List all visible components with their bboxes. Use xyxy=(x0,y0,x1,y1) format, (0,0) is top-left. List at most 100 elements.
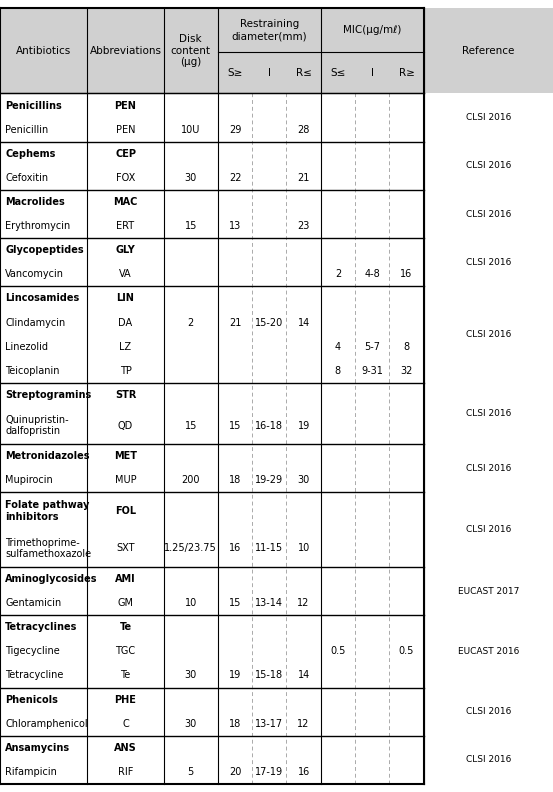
Text: Cefoxitin: Cefoxitin xyxy=(5,173,48,183)
Text: Gentamicin: Gentamicin xyxy=(5,598,61,608)
Text: CLSI 2016: CLSI 2016 xyxy=(466,756,511,764)
Bar xyxy=(0,117,553,142)
Text: Penicillin: Penicillin xyxy=(5,124,48,135)
Text: 18: 18 xyxy=(229,475,241,485)
Text: Penicillins: Penicillins xyxy=(5,101,62,111)
Text: 19: 19 xyxy=(229,671,241,680)
Text: Aminoglycosides: Aminoglycosides xyxy=(5,574,97,584)
Text: Disk
content
(μg): Disk content (μg) xyxy=(171,34,211,67)
Text: 10U: 10U xyxy=(181,124,201,135)
Bar xyxy=(0,567,553,591)
Text: CLSI 2016: CLSI 2016 xyxy=(466,525,511,535)
Bar xyxy=(0,310,553,335)
Text: Te: Te xyxy=(121,671,131,680)
Bar xyxy=(0,238,553,262)
Text: 18: 18 xyxy=(229,718,241,729)
Text: Clindamycin: Clindamycin xyxy=(5,318,65,328)
Text: 14: 14 xyxy=(298,671,310,680)
Text: Tetracycline: Tetracycline xyxy=(5,671,64,680)
Text: CLSI 2016: CLSI 2016 xyxy=(466,464,511,473)
Text: Macrolides: Macrolides xyxy=(5,197,65,207)
Text: PEN: PEN xyxy=(116,124,135,135)
Text: 30: 30 xyxy=(185,718,197,729)
Bar xyxy=(0,214,553,238)
Text: 11-15: 11-15 xyxy=(255,543,283,554)
Text: 8: 8 xyxy=(335,366,341,375)
Bar xyxy=(0,8,553,93)
Bar xyxy=(0,287,553,310)
Text: I: I xyxy=(268,68,271,78)
Bar xyxy=(0,639,553,664)
Bar xyxy=(0,615,553,639)
Text: 23: 23 xyxy=(298,221,310,231)
Bar xyxy=(0,687,553,712)
Text: R≥: R≥ xyxy=(399,68,414,78)
Text: Reference: Reference xyxy=(462,46,514,55)
Text: 21: 21 xyxy=(229,318,241,328)
Text: Teicoplanin: Teicoplanin xyxy=(5,366,60,375)
Text: PEN: PEN xyxy=(114,101,137,111)
Text: CLSI 2016: CLSI 2016 xyxy=(466,330,511,339)
Text: 28: 28 xyxy=(298,124,310,135)
Text: CLSI 2016: CLSI 2016 xyxy=(466,707,511,716)
Text: 16-18: 16-18 xyxy=(255,421,283,431)
Text: LZ: LZ xyxy=(119,341,132,352)
Bar xyxy=(0,335,553,359)
Text: 13: 13 xyxy=(229,221,241,231)
Text: 2: 2 xyxy=(187,318,194,328)
Text: 0.5: 0.5 xyxy=(399,646,414,657)
Text: CLSI 2016: CLSI 2016 xyxy=(466,409,511,418)
Text: QD: QD xyxy=(118,421,133,431)
Text: CLSI 2016: CLSI 2016 xyxy=(466,210,511,219)
Text: 4-8: 4-8 xyxy=(364,269,380,280)
Text: 32: 32 xyxy=(400,366,413,375)
Text: Linezolid: Linezolid xyxy=(5,341,48,352)
Text: 0.5: 0.5 xyxy=(330,646,346,657)
Text: Glycopeptides: Glycopeptides xyxy=(5,246,84,255)
Bar xyxy=(0,166,553,190)
Bar xyxy=(0,591,553,615)
Text: CLSI 2016: CLSI 2016 xyxy=(466,257,511,267)
Text: C: C xyxy=(122,718,129,729)
Text: RIF: RIF xyxy=(118,767,133,777)
Text: 12: 12 xyxy=(298,718,310,729)
Text: AMI: AMI xyxy=(115,574,136,584)
Text: Chloramphenicol: Chloramphenicol xyxy=(5,718,87,729)
Text: Tetracyclines: Tetracyclines xyxy=(5,623,77,632)
Text: MAC: MAC xyxy=(113,197,138,207)
Text: 22: 22 xyxy=(229,173,241,183)
Bar xyxy=(0,142,553,166)
Text: Rifampicin: Rifampicin xyxy=(5,767,57,777)
Text: 15: 15 xyxy=(185,221,197,231)
Text: 21: 21 xyxy=(298,173,310,183)
Text: CEP: CEP xyxy=(115,149,136,158)
Text: GM: GM xyxy=(118,598,133,608)
Text: 15: 15 xyxy=(185,421,197,431)
Text: 2: 2 xyxy=(335,269,341,280)
Text: 14: 14 xyxy=(298,318,310,328)
Text: Cephems: Cephems xyxy=(5,149,55,158)
Bar xyxy=(0,712,553,736)
Bar xyxy=(0,383,553,407)
Text: Lincosamides: Lincosamides xyxy=(5,294,79,303)
Text: GLY: GLY xyxy=(116,246,135,255)
Text: 200: 200 xyxy=(181,475,200,485)
Text: TP: TP xyxy=(119,366,132,375)
Text: Streptogramins: Streptogramins xyxy=(5,390,91,400)
Text: TGC: TGC xyxy=(116,646,135,657)
Text: PHE: PHE xyxy=(114,695,137,705)
Bar xyxy=(0,493,553,530)
Text: Ansamycins: Ansamycins xyxy=(5,743,70,753)
Text: EUCAST 2016: EUCAST 2016 xyxy=(458,647,519,656)
Bar xyxy=(0,407,553,444)
Bar xyxy=(0,760,553,784)
Text: 10: 10 xyxy=(185,598,197,608)
Text: Metronidazoles: Metronidazoles xyxy=(5,451,90,461)
Text: 16: 16 xyxy=(229,543,241,554)
Text: R≤: R≤ xyxy=(296,68,311,78)
Text: 10: 10 xyxy=(298,543,310,554)
Bar xyxy=(0,190,553,214)
Text: 4: 4 xyxy=(335,341,341,352)
Text: 29: 29 xyxy=(229,124,241,135)
Text: MET: MET xyxy=(114,451,137,461)
